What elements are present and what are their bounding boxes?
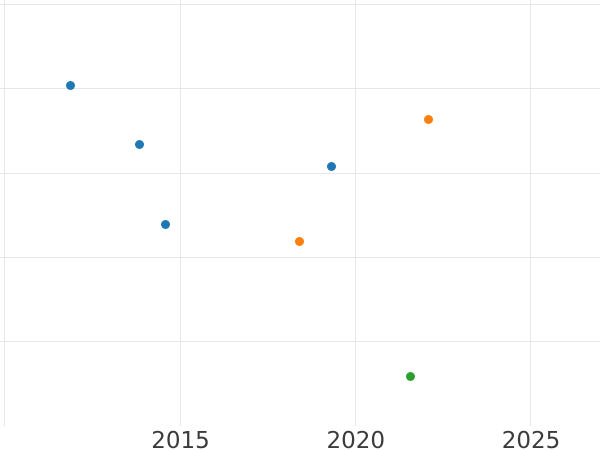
vertical-gridline (3, 0, 5, 426)
data-point-series-blue (160, 220, 170, 230)
data-point-series-orange (424, 114, 434, 124)
horizontal-gridline (0, 256, 600, 258)
vertical-gridline (530, 0, 532, 426)
horizontal-gridline (0, 172, 600, 174)
data-point-series-blue (326, 161, 336, 171)
x-tick-label: 2025 (501, 428, 561, 450)
data-point-series-green (405, 372, 415, 382)
vertical-gridline (355, 0, 357, 426)
vertical-gridline (179, 0, 181, 426)
horizontal-gridline (0, 341, 600, 343)
data-point-series-blue (135, 140, 145, 149)
data-point-series-blue (65, 81, 75, 90)
horizontal-gridline (0, 3, 600, 5)
x-tick-label: 2020 (326, 428, 386, 450)
x-tick-label: 2015 (151, 428, 210, 450)
horizontal-gridline (0, 88, 600, 90)
data-point-series-orange (295, 236, 305, 246)
